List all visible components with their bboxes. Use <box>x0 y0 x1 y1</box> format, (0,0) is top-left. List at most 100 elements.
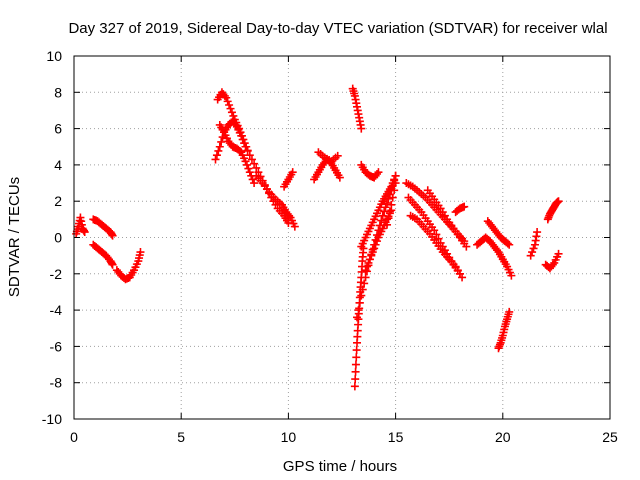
data-point <box>245 168 254 177</box>
data-point <box>360 279 369 288</box>
data-point <box>237 131 246 140</box>
data-point <box>242 160 251 169</box>
data-point <box>235 146 244 155</box>
x-axis-ticks: 0 5 10 15 20 25 <box>70 56 618 445</box>
data-point <box>241 157 250 166</box>
data-series-segment <box>406 211 467 282</box>
data-point <box>370 244 379 253</box>
data-point <box>390 186 399 195</box>
data-series-segment <box>451 202 469 217</box>
data-point <box>387 200 396 209</box>
data-point <box>335 173 344 182</box>
data-point <box>388 193 397 202</box>
y-axis-label: SDTVAR / TECUs <box>6 177 23 297</box>
data-point <box>367 251 376 260</box>
data-series-segment <box>483 217 514 249</box>
data-point <box>368 248 377 257</box>
data-series-segment <box>357 160 383 182</box>
x-tick-label: 5 <box>177 429 185 445</box>
data-point <box>243 146 252 155</box>
data-series-segment <box>383 179 400 229</box>
y-tick-label: 6 <box>54 121 62 137</box>
data-point <box>533 228 542 237</box>
data-point <box>227 108 236 117</box>
data-points <box>72 84 563 391</box>
data-point <box>250 179 259 188</box>
data-point <box>245 151 254 160</box>
data-point <box>357 291 366 300</box>
data-point <box>390 175 399 184</box>
data-point <box>136 248 145 257</box>
data-point <box>354 306 363 315</box>
data-series-segment <box>526 228 542 260</box>
chart-title: Day 327 of 2019, Sidereal Day-to-day VTE… <box>68 20 607 37</box>
data-point <box>288 168 297 177</box>
data-series-segment <box>215 120 259 188</box>
data-series-segment <box>252 171 299 231</box>
data-point <box>391 179 400 188</box>
y-tick-label: -6 <box>50 338 63 354</box>
data-point <box>355 298 364 307</box>
data-point <box>505 307 514 316</box>
data-series-segment <box>89 215 117 240</box>
data-point <box>217 137 226 146</box>
data-point <box>430 226 439 235</box>
data-point <box>528 248 537 257</box>
data-point <box>352 353 361 362</box>
data-point <box>529 244 538 253</box>
x-tick-label: 20 <box>495 429 511 445</box>
data-point <box>361 266 370 275</box>
data-series-segment <box>112 248 145 284</box>
data-point <box>215 142 224 151</box>
data-point <box>358 285 367 294</box>
data-point <box>108 231 117 240</box>
data-point <box>212 151 221 160</box>
data-point <box>364 258 373 267</box>
data-point <box>462 242 471 251</box>
data-point <box>384 214 393 223</box>
data-point <box>352 346 361 355</box>
data-point <box>236 128 245 137</box>
data-point <box>383 199 392 208</box>
y-tick-label: -2 <box>50 266 63 282</box>
data-series-segment <box>213 88 252 155</box>
data-point <box>371 240 380 249</box>
data-point <box>235 124 244 133</box>
data-point <box>383 220 392 229</box>
data-point <box>493 246 502 255</box>
data-point <box>351 367 360 376</box>
data-point <box>434 234 443 243</box>
data-point <box>290 222 299 231</box>
data-point <box>363 262 372 271</box>
data-point <box>351 360 360 369</box>
data-series-segment <box>314 148 342 166</box>
x-tick-label: 10 <box>281 429 297 445</box>
data-point <box>353 313 362 322</box>
y-axis-ticks: -10 -8 -6 -4 -2 0 2 4 6 8 10 <box>42 48 610 427</box>
data-point <box>391 171 400 180</box>
data-point <box>214 146 223 155</box>
data-series-segment <box>89 240 117 269</box>
y-tick-label: 4 <box>54 157 62 173</box>
data-point <box>503 239 512 248</box>
data-point <box>244 164 253 173</box>
data-point <box>377 216 386 225</box>
data-point <box>285 211 294 220</box>
data-series-segment <box>473 233 516 280</box>
data-point <box>239 135 248 144</box>
data-point <box>554 197 563 206</box>
data-point <box>333 151 342 160</box>
data-point <box>229 111 238 120</box>
x-axis-label: GPS time / hours <box>283 458 397 475</box>
data-point <box>385 207 394 216</box>
data-point <box>223 97 232 106</box>
data-point <box>108 260 117 269</box>
data-point <box>247 155 256 164</box>
data-point <box>548 260 557 269</box>
x-tick-label: 25 <box>602 429 618 445</box>
x-tick-label: 15 <box>388 429 404 445</box>
data-point <box>507 271 516 280</box>
data-point <box>374 168 383 177</box>
